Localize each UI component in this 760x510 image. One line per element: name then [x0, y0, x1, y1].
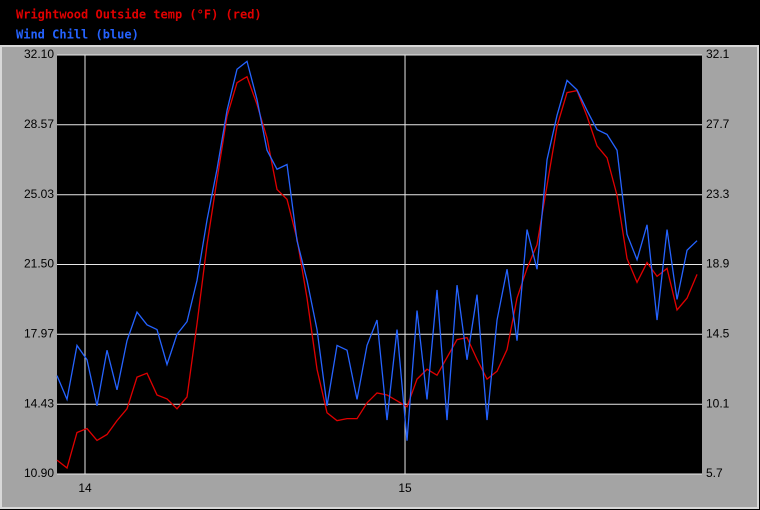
series-line — [56, 60, 698, 441]
y-tick-label: 17.97 — [24, 326, 54, 340]
y-tick-label: 32.10 — [24, 47, 54, 61]
y2-tick-label: 10.1 — [706, 396, 730, 410]
y2-tick-label: 32.1 — [706, 47, 730, 61]
y-tick-label: 21.50 — [24, 257, 54, 271]
y-tick-label: 14.43 — [24, 396, 54, 410]
y2-tick-label: 14.5 — [706, 327, 730, 341]
series-line — [56, 75, 698, 470]
y2-tick-label: 27.7 — [706, 117, 730, 131]
y2-tick-label: 23.3 — [706, 187, 730, 201]
y2-tick-label: 18.9 — [706, 257, 730, 271]
y-tick-label: 10.90 — [24, 466, 54, 480]
x-tick-label: 15 — [398, 481, 412, 495]
y2-tick-label: 5.7 — [706, 466, 723, 480]
y-tick-label: 28.57 — [24, 117, 54, 131]
x-tick-label: 14 — [78, 481, 92, 495]
legend-label: Wind Chill (blue) — [16, 28, 139, 42]
legend-label: Wrightwood Outside temp (°F) (red) — [16, 8, 262, 22]
y-tick-label: 25.03 — [24, 187, 54, 201]
